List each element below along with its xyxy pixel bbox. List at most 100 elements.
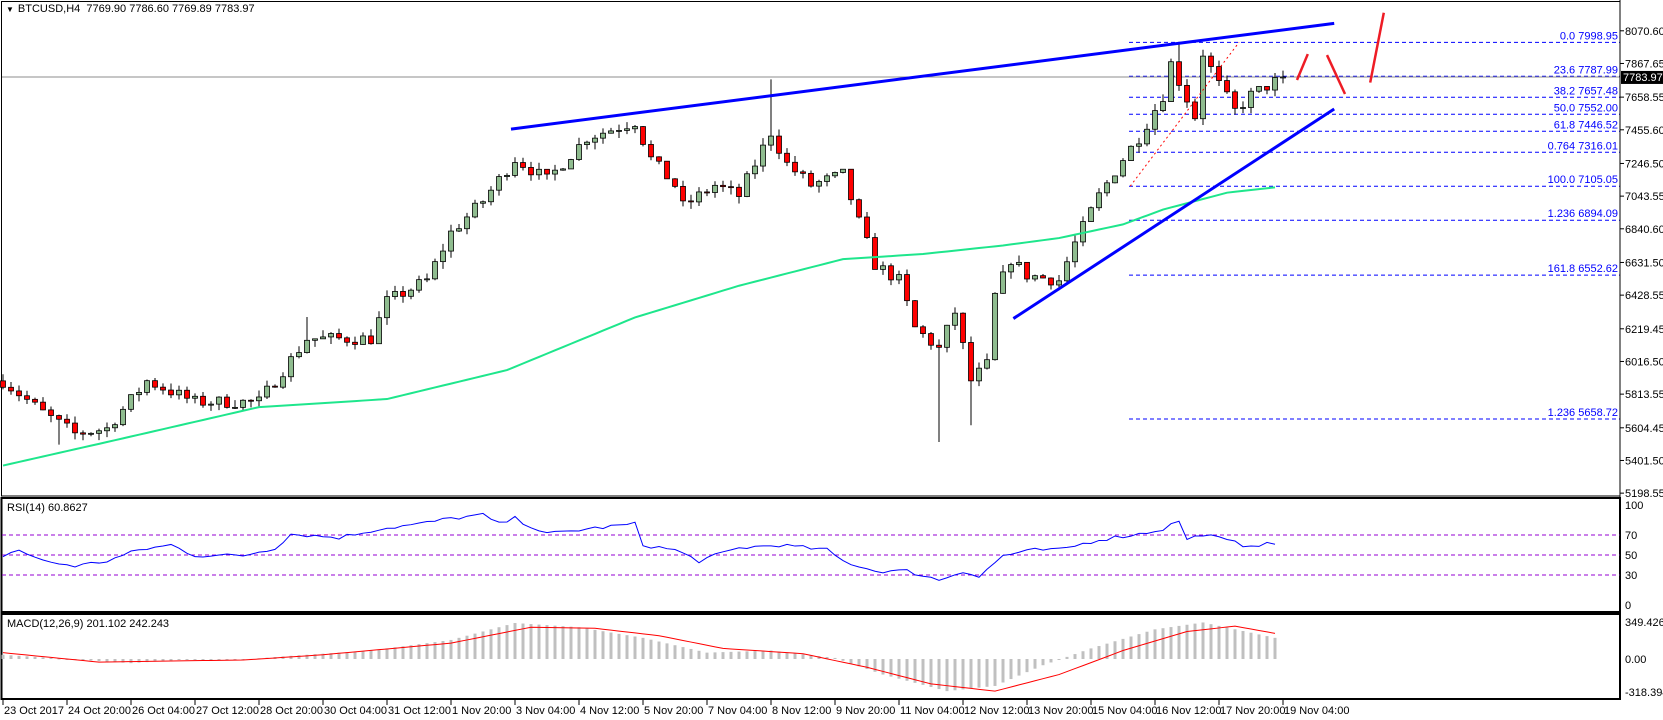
candle-body bbox=[1272, 77, 1278, 91]
symbol-label: BTCUSD,H4 bbox=[17, 3, 81, 15]
macd-histogram-bar bbox=[1233, 629, 1237, 659]
macd-histogram-bar bbox=[289, 655, 293, 659]
macd-histogram-bar bbox=[521, 623, 525, 659]
candle-body bbox=[512, 162, 518, 176]
candle bbox=[696, 187, 702, 207]
macd-histogram-bar bbox=[345, 652, 349, 659]
price-axis-label: 5198.55 bbox=[1625, 488, 1663, 500]
candle bbox=[56, 414, 62, 445]
macd-histogram-bar bbox=[889, 659, 893, 677]
candle-body bbox=[960, 312, 966, 343]
candle-body bbox=[168, 389, 174, 396]
candle-body bbox=[1184, 84, 1190, 103]
candle-body bbox=[1192, 101, 1198, 120]
candle-body bbox=[480, 201, 486, 204]
candle bbox=[1240, 101, 1246, 114]
candle bbox=[40, 397, 46, 411]
candle bbox=[1248, 87, 1254, 114]
candle bbox=[1096, 188, 1102, 211]
macd-histogram-bar bbox=[641, 637, 645, 659]
time-axis-label: 11 Nov 04:00 bbox=[900, 705, 965, 717]
time-axis-label: 9 Nov 20:00 bbox=[836, 705, 895, 717]
candle-body bbox=[1256, 86, 1262, 92]
candle-body bbox=[336, 333, 342, 339]
candle-body bbox=[448, 230, 454, 252]
candle bbox=[48, 406, 54, 423]
time-axis-label: 15 Nov 04:00 bbox=[1092, 705, 1157, 717]
candle bbox=[8, 382, 14, 395]
macd-histogram-bar bbox=[1113, 641, 1117, 659]
candle-body bbox=[840, 168, 846, 173]
candle-body bbox=[624, 128, 630, 131]
macd-histogram-bar bbox=[1169, 627, 1173, 659]
macd-histogram-bar bbox=[193, 659, 197, 660]
candle-body bbox=[784, 152, 790, 163]
candle-body bbox=[1152, 110, 1158, 130]
price-axis-label: 6016.50 bbox=[1625, 356, 1663, 368]
candle-body bbox=[976, 367, 982, 382]
candle-body bbox=[928, 333, 934, 346]
macd-histogram-bar bbox=[17, 655, 21, 659]
triangle-down-icon[interactable]: ▼ bbox=[6, 5, 14, 14]
macd-histogram-bar bbox=[785, 652, 789, 659]
candle bbox=[360, 332, 366, 345]
fib-level-label: 38.2 7657.48 bbox=[1554, 85, 1618, 97]
macd-histogram-bar bbox=[633, 636, 637, 659]
rsi-axis-label: 30 bbox=[1625, 570, 1637, 582]
candle-body bbox=[224, 396, 230, 408]
price-axis-label: 7246.50 bbox=[1625, 158, 1663, 170]
candle bbox=[328, 332, 334, 344]
candle bbox=[200, 392, 206, 408]
candle-body bbox=[504, 175, 510, 177]
macd-histogram-bar bbox=[449, 639, 453, 659]
candle-body bbox=[152, 380, 158, 388]
candle bbox=[976, 362, 982, 387]
candle bbox=[1256, 86, 1262, 93]
candle bbox=[136, 387, 142, 402]
candle-body bbox=[1264, 86, 1270, 91]
macd-histogram-bar bbox=[569, 626, 573, 659]
candle bbox=[784, 148, 790, 167]
macd-histogram-bar bbox=[1137, 634, 1141, 659]
candle-body bbox=[712, 184, 718, 193]
candle-body bbox=[1176, 61, 1182, 86]
macd-histogram-bar bbox=[737, 651, 741, 659]
time-axis-label: 7 Nov 04:00 bbox=[708, 705, 767, 717]
candle bbox=[616, 124, 622, 138]
macd-histogram-bar bbox=[561, 626, 565, 659]
candle bbox=[912, 299, 918, 328]
candle bbox=[608, 127, 614, 134]
price-axis-label: 7043.55 bbox=[1625, 191, 1663, 203]
candle-body bbox=[472, 202, 478, 218]
macd-signal-line bbox=[2, 625, 1276, 692]
macd-histogram-bar bbox=[377, 649, 381, 659]
candle-body bbox=[424, 278, 430, 281]
candle-body bbox=[600, 132, 606, 139]
candle-body bbox=[360, 335, 366, 345]
macd-histogram-bar bbox=[1217, 625, 1221, 659]
rsi-line bbox=[2, 512, 1276, 581]
candle bbox=[752, 159, 758, 179]
candle-body bbox=[608, 130, 614, 134]
candle bbox=[880, 261, 886, 275]
rsi-label: RSI(14) 60.8627 bbox=[7, 502, 88, 514]
time-axis-label: 16 Nov 12:00 bbox=[1156, 705, 1221, 717]
candle bbox=[504, 173, 510, 181]
candle bbox=[744, 171, 750, 198]
candle-body bbox=[296, 352, 302, 358]
candle-body bbox=[552, 169, 558, 175]
candle bbox=[408, 288, 414, 300]
macd-histogram-bar bbox=[161, 659, 165, 662]
rsi-axis-label: 50 bbox=[1625, 550, 1637, 562]
candle bbox=[480, 200, 486, 209]
candle bbox=[1192, 98, 1198, 121]
candle bbox=[968, 336, 974, 426]
candle bbox=[640, 125, 646, 147]
candle-body bbox=[104, 427, 110, 432]
candle bbox=[536, 162, 542, 180]
time-axis-label: 4 Nov 12:00 bbox=[580, 705, 639, 717]
candle-body bbox=[1248, 90, 1254, 108]
fib-level-label: 0.0 7998.95 bbox=[1560, 30, 1618, 42]
